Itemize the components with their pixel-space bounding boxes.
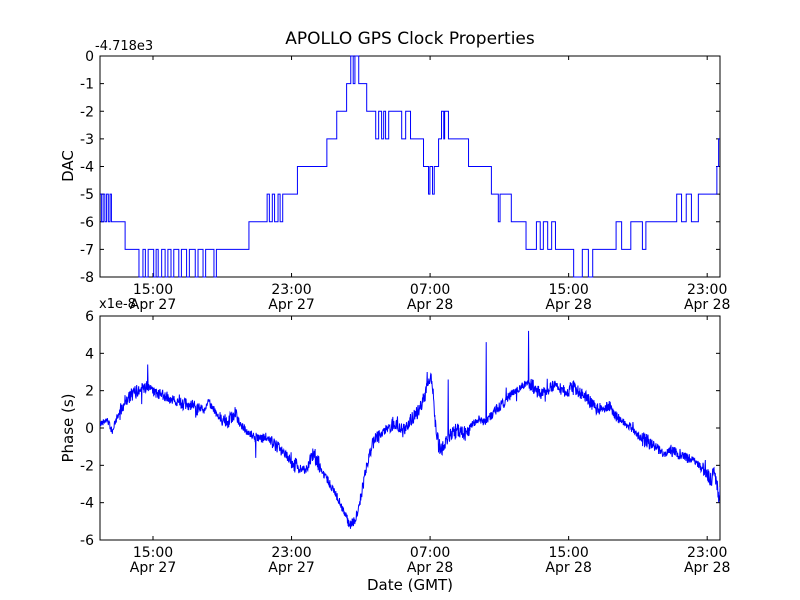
svg-text:Apr 28: Apr 28: [684, 560, 730, 576]
svg-text:07:00: 07:00: [410, 282, 450, 298]
dac-y-axis-label: DAC: [59, 150, 77, 182]
svg-text:23:00: 23:00: [271, 545, 311, 561]
svg-text:23:00: 23:00: [687, 282, 727, 298]
svg-text:Apr 27: Apr 27: [130, 560, 176, 576]
svg-text:-8: -8: [80, 270, 94, 286]
svg-text:Apr 28: Apr 28: [407, 560, 453, 576]
svg-text:Apr 28: Apr 28: [545, 297, 591, 313]
svg-text:Apr 28: Apr 28: [684, 297, 730, 313]
svg-text:15:00: 15:00: [548, 545, 588, 561]
svg-text:15:00: 15:00: [548, 282, 588, 298]
svg-text:0: 0: [85, 49, 94, 65]
svg-text:-6: -6: [80, 533, 94, 549]
svg-text:-2: -2: [80, 104, 94, 120]
chart-title: APOLLO GPS Clock Properties: [285, 29, 535, 49]
svg-text:Apr 27: Apr 27: [268, 560, 314, 576]
svg-text:15:00: 15:00: [133, 545, 173, 561]
svg-text:07:00: 07:00: [410, 545, 450, 561]
phase-axis-scale-label: x1e-8: [99, 297, 136, 312]
svg-text:23:00: 23:00: [271, 282, 311, 298]
svg-text:-2: -2: [80, 458, 94, 474]
svg-text:2: 2: [85, 384, 94, 400]
svg-text:-4: -4: [80, 160, 94, 176]
svg-text:-5: -5: [80, 187, 94, 203]
dac-axis-offset-label: -4.718e3: [95, 39, 154, 54]
svg-text:-6: -6: [80, 215, 94, 231]
svg-text:Apr 27: Apr 27: [268, 297, 314, 313]
svg-text:0: 0: [85, 421, 94, 437]
phase-y-axis-label: Phase (s): [59, 393, 77, 463]
svg-text:4: 4: [85, 346, 94, 362]
svg-text:-3: -3: [80, 132, 94, 148]
svg-text:-1: -1: [80, 77, 94, 93]
svg-text:15:00: 15:00: [133, 282, 173, 298]
svg-text:23:00: 23:00: [687, 545, 727, 561]
svg-text:Apr 28: Apr 28: [545, 560, 591, 576]
svg-text:-7: -7: [80, 242, 94, 258]
svg-text:-4: -4: [80, 496, 94, 512]
svg-text:Apr 28: Apr 28: [407, 297, 453, 313]
svg-text:6: 6: [85, 309, 94, 325]
svg-text:Apr 27: Apr 27: [130, 297, 176, 313]
x-axis-label: Date (GMT): [366, 576, 454, 594]
